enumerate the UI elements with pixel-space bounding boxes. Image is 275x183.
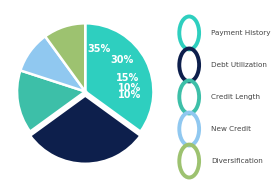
Text: 35%: 35% (87, 44, 110, 54)
Wedge shape (17, 70, 85, 132)
Text: Payment History: Payment History (211, 30, 271, 36)
Text: 10%: 10% (118, 83, 141, 93)
Text: Debt Utilization: Debt Utilization (211, 62, 267, 68)
Wedge shape (85, 23, 153, 132)
Text: 10%: 10% (118, 90, 141, 100)
Wedge shape (45, 23, 85, 92)
Text: 15%: 15% (116, 73, 139, 83)
Text: New Credit: New Credit (211, 126, 251, 132)
Text: Diversification: Diversification (211, 158, 263, 164)
Text: Credit Length: Credit Length (211, 94, 260, 100)
Wedge shape (20, 36, 85, 92)
Text: 30%: 30% (111, 55, 134, 65)
Wedge shape (30, 96, 141, 164)
